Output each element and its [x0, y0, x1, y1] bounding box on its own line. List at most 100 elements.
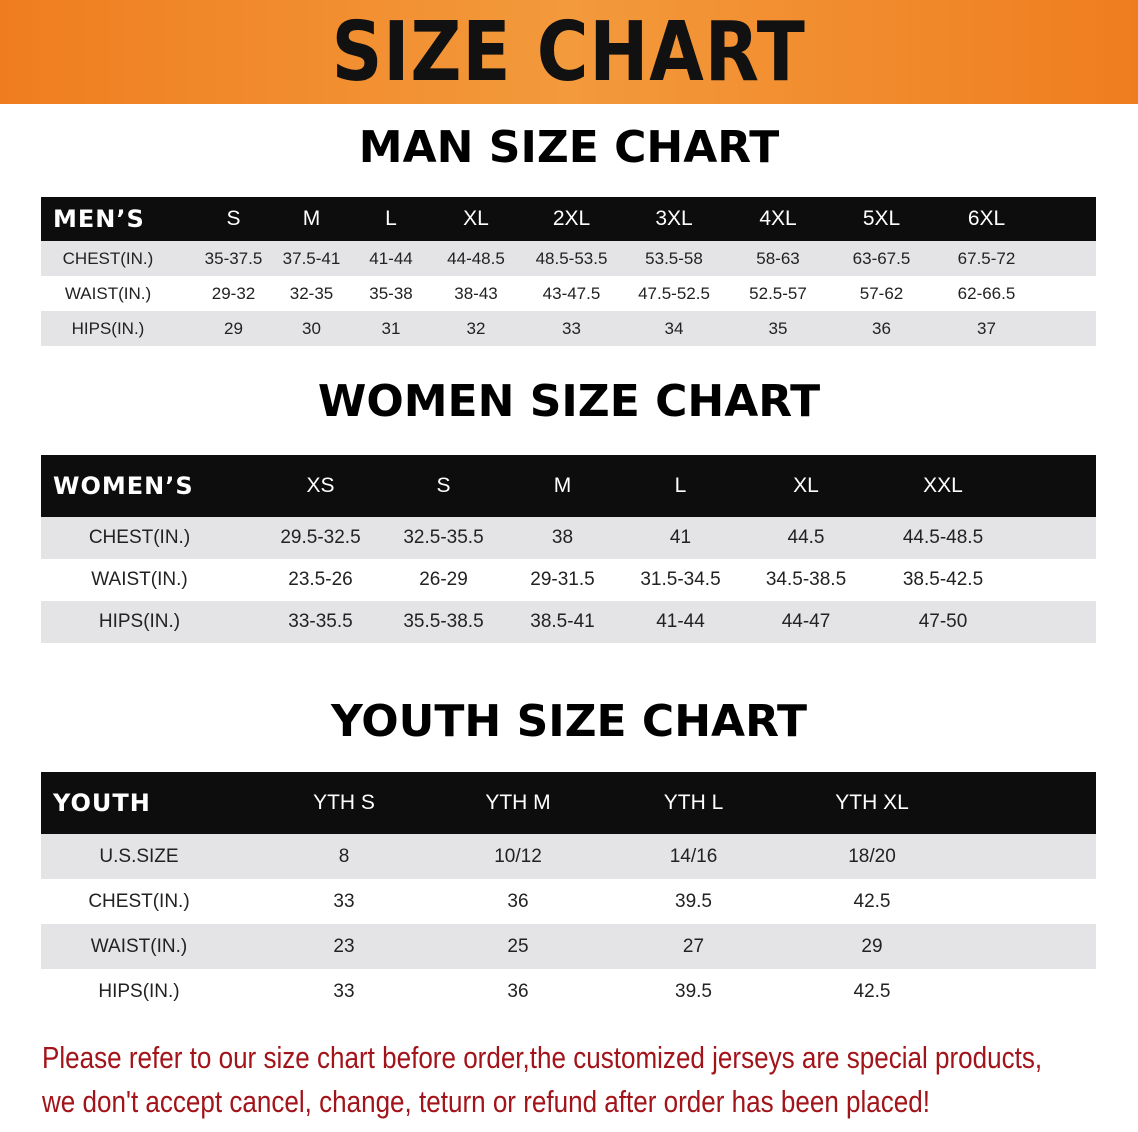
women-section-title: WOMEN SIZE CHART	[317, 376, 821, 427]
measurement-value: 38.5-41	[504, 601, 621, 643]
size-column-header: 2XL	[521, 197, 622, 241]
size-column-header: 5XL	[830, 197, 933, 241]
measurement-value: 31	[351, 311, 431, 346]
measurement-value: 42.5	[782, 969, 962, 1014]
empty-header-cell	[1014, 455, 1096, 517]
measurement-value: 29	[782, 924, 962, 969]
measurement-value: 63-67.5	[830, 241, 933, 276]
empty-cell	[1040, 311, 1096, 346]
size-column-header: XL	[431, 197, 521, 241]
measurement-value: 33	[257, 969, 431, 1014]
size-column-header: YTH M	[431, 772, 605, 834]
empty-cell	[1014, 601, 1096, 643]
measurement-label: WAIST(IN.)	[41, 276, 195, 311]
banner: SIZE CHART	[0, 0, 1138, 104]
size-column-header: M	[272, 197, 351, 241]
measurement-value: 32	[431, 311, 521, 346]
measurement-value: 47.5-52.5	[622, 276, 726, 311]
order-notice: Please refer to our size chart before or…	[42, 1036, 1126, 1124]
table-row: HIPS(IN.) 33-35.5 35.5-38.5 38.5-41 41-44 44-…	[41, 601, 1096, 643]
table-row: WAIST(IN.) 23.5-26 26-29 29-31.5 31.5-34.5 34…	[41, 559, 1096, 601]
measurement-value: 52.5-57	[726, 276, 830, 311]
empty-cell	[962, 879, 1096, 924]
size-column-header: L	[621, 455, 740, 517]
women-size-table: WOMEN’S XS S M L XL XXL CHEST(IN.) 29.5-32.5 32.5…	[41, 455, 1096, 643]
measurement-value: 23	[257, 924, 431, 969]
measurement-value: 39.5	[605, 879, 782, 924]
size-column-header: 6XL	[933, 197, 1040, 241]
measurement-value: 41-44	[351, 241, 431, 276]
size-column-header: S	[195, 197, 272, 241]
measurement-value: 18/20	[782, 834, 962, 879]
header-row: WOMEN’S XS S M L XL XXL	[41, 455, 1096, 517]
measurement-value: 38.5-42.5	[872, 559, 1014, 601]
measurement-value: 38	[504, 517, 621, 559]
empty-cell	[1014, 559, 1096, 601]
header-row: YOUTH YTH S YTH M YTH L YTH XL	[41, 772, 1096, 834]
measurement-value: 36	[431, 879, 605, 924]
measurement-value: 36	[830, 311, 933, 346]
measurement-value: 23.5-26	[258, 559, 383, 601]
measurement-value: 62-66.5	[933, 276, 1040, 311]
measurement-value: 29-32	[195, 276, 272, 311]
size-column-header: XL	[740, 455, 872, 517]
measurement-value: 35.5-38.5	[383, 601, 504, 643]
empty-cell	[1040, 241, 1096, 276]
measurement-value: 29-31.5	[504, 559, 621, 601]
measurement-value: 58-63	[726, 241, 830, 276]
measurement-value: 34.5-38.5	[740, 559, 872, 601]
measurement-value: 37.5-41	[272, 241, 351, 276]
measurement-label: HIPS(IN.)	[41, 311, 195, 346]
measurement-value: 14/16	[605, 834, 782, 879]
measurement-value: 57-62	[830, 276, 933, 311]
table-row: HIPS(IN.) 29 30 31 32 33 34 35 36 37	[41, 311, 1096, 346]
measurement-value: 26-29	[383, 559, 504, 601]
size-column-header: L	[351, 197, 431, 241]
measurement-value: 35	[726, 311, 830, 346]
empty-cell	[1040, 276, 1096, 311]
measurement-value: 42.5	[782, 879, 962, 924]
measurement-value: 41	[621, 517, 740, 559]
measurement-value: 43-47.5	[521, 276, 622, 311]
table-row: WAIST(IN.) 29-32 32-35 35-38 38-43 43-47.5 47.…	[41, 276, 1096, 311]
measurement-label: WAIST(IN.)	[41, 924, 257, 969]
measurement-value: 33	[521, 311, 622, 346]
measurement-value: 27	[605, 924, 782, 969]
size-column-header: S	[383, 455, 504, 517]
measurement-value: 38-43	[431, 276, 521, 311]
measurement-label: CHEST(IN.)	[41, 879, 257, 924]
measurement-value: 29.5-32.5	[258, 517, 383, 559]
measurement-value: 32-35	[272, 276, 351, 311]
table-row: HIPS(IN.) 33 36 39.5 42.5	[41, 969, 1096, 1014]
size-column-header: YTH S	[257, 772, 431, 834]
table-label-header: YOUTH	[41, 772, 257, 834]
table-row: WAIST(IN.) 23 25 27 29	[41, 924, 1096, 969]
table-row: CHEST(IN.) 29.5-32.5 32.5-35.5 38 41 44.5 44.5…	[41, 517, 1096, 559]
header-row: MEN’S S M L XL 2XL 3XL 4XL 5XL 6XL	[41, 197, 1096, 241]
empty-header-cell	[1040, 197, 1096, 241]
men-size-table: MEN’S S M L XL 2XL 3XL 4XL 5XL 6XL CHEST(IN.) 35-37…	[41, 197, 1096, 346]
size-column-header: YTH XL	[782, 772, 962, 834]
size-column-header: YTH L	[605, 772, 782, 834]
youth-section-title: YOUTH SIZE CHART	[330, 696, 807, 747]
men-section-title: MAN SIZE CHART	[358, 122, 780, 173]
empty-header-cell	[962, 772, 1096, 834]
measurement-value: 36	[431, 969, 605, 1014]
table-row: CHEST(IN.) 33 36 39.5 42.5	[41, 879, 1096, 924]
measurement-value: 44.5-48.5	[872, 517, 1014, 559]
measurement-value: 33	[257, 879, 431, 924]
table-label-header: MEN’S	[41, 197, 195, 241]
measurement-label: WAIST(IN.)	[41, 559, 258, 601]
measurement-value: 31.5-34.5	[621, 559, 740, 601]
measurement-label: HIPS(IN.)	[41, 601, 258, 643]
table-row: U.S.SIZE 8 10/12 14/16 18/20	[41, 834, 1096, 879]
empty-cell	[1014, 517, 1096, 559]
measurement-value: 8	[257, 834, 431, 879]
table-row: CHEST(IN.) 35-37.5 37.5-41 41-44 44-48.5 48.5…	[41, 241, 1096, 276]
order-notice-line-1: Please refer to our size chart before or…	[42, 1040, 1043, 1075]
measurement-value: 29	[195, 311, 272, 346]
empty-cell	[962, 924, 1096, 969]
measurement-label: HIPS(IN.)	[41, 969, 257, 1014]
measurement-value: 25	[431, 924, 605, 969]
size-column-header: 3XL	[622, 197, 726, 241]
